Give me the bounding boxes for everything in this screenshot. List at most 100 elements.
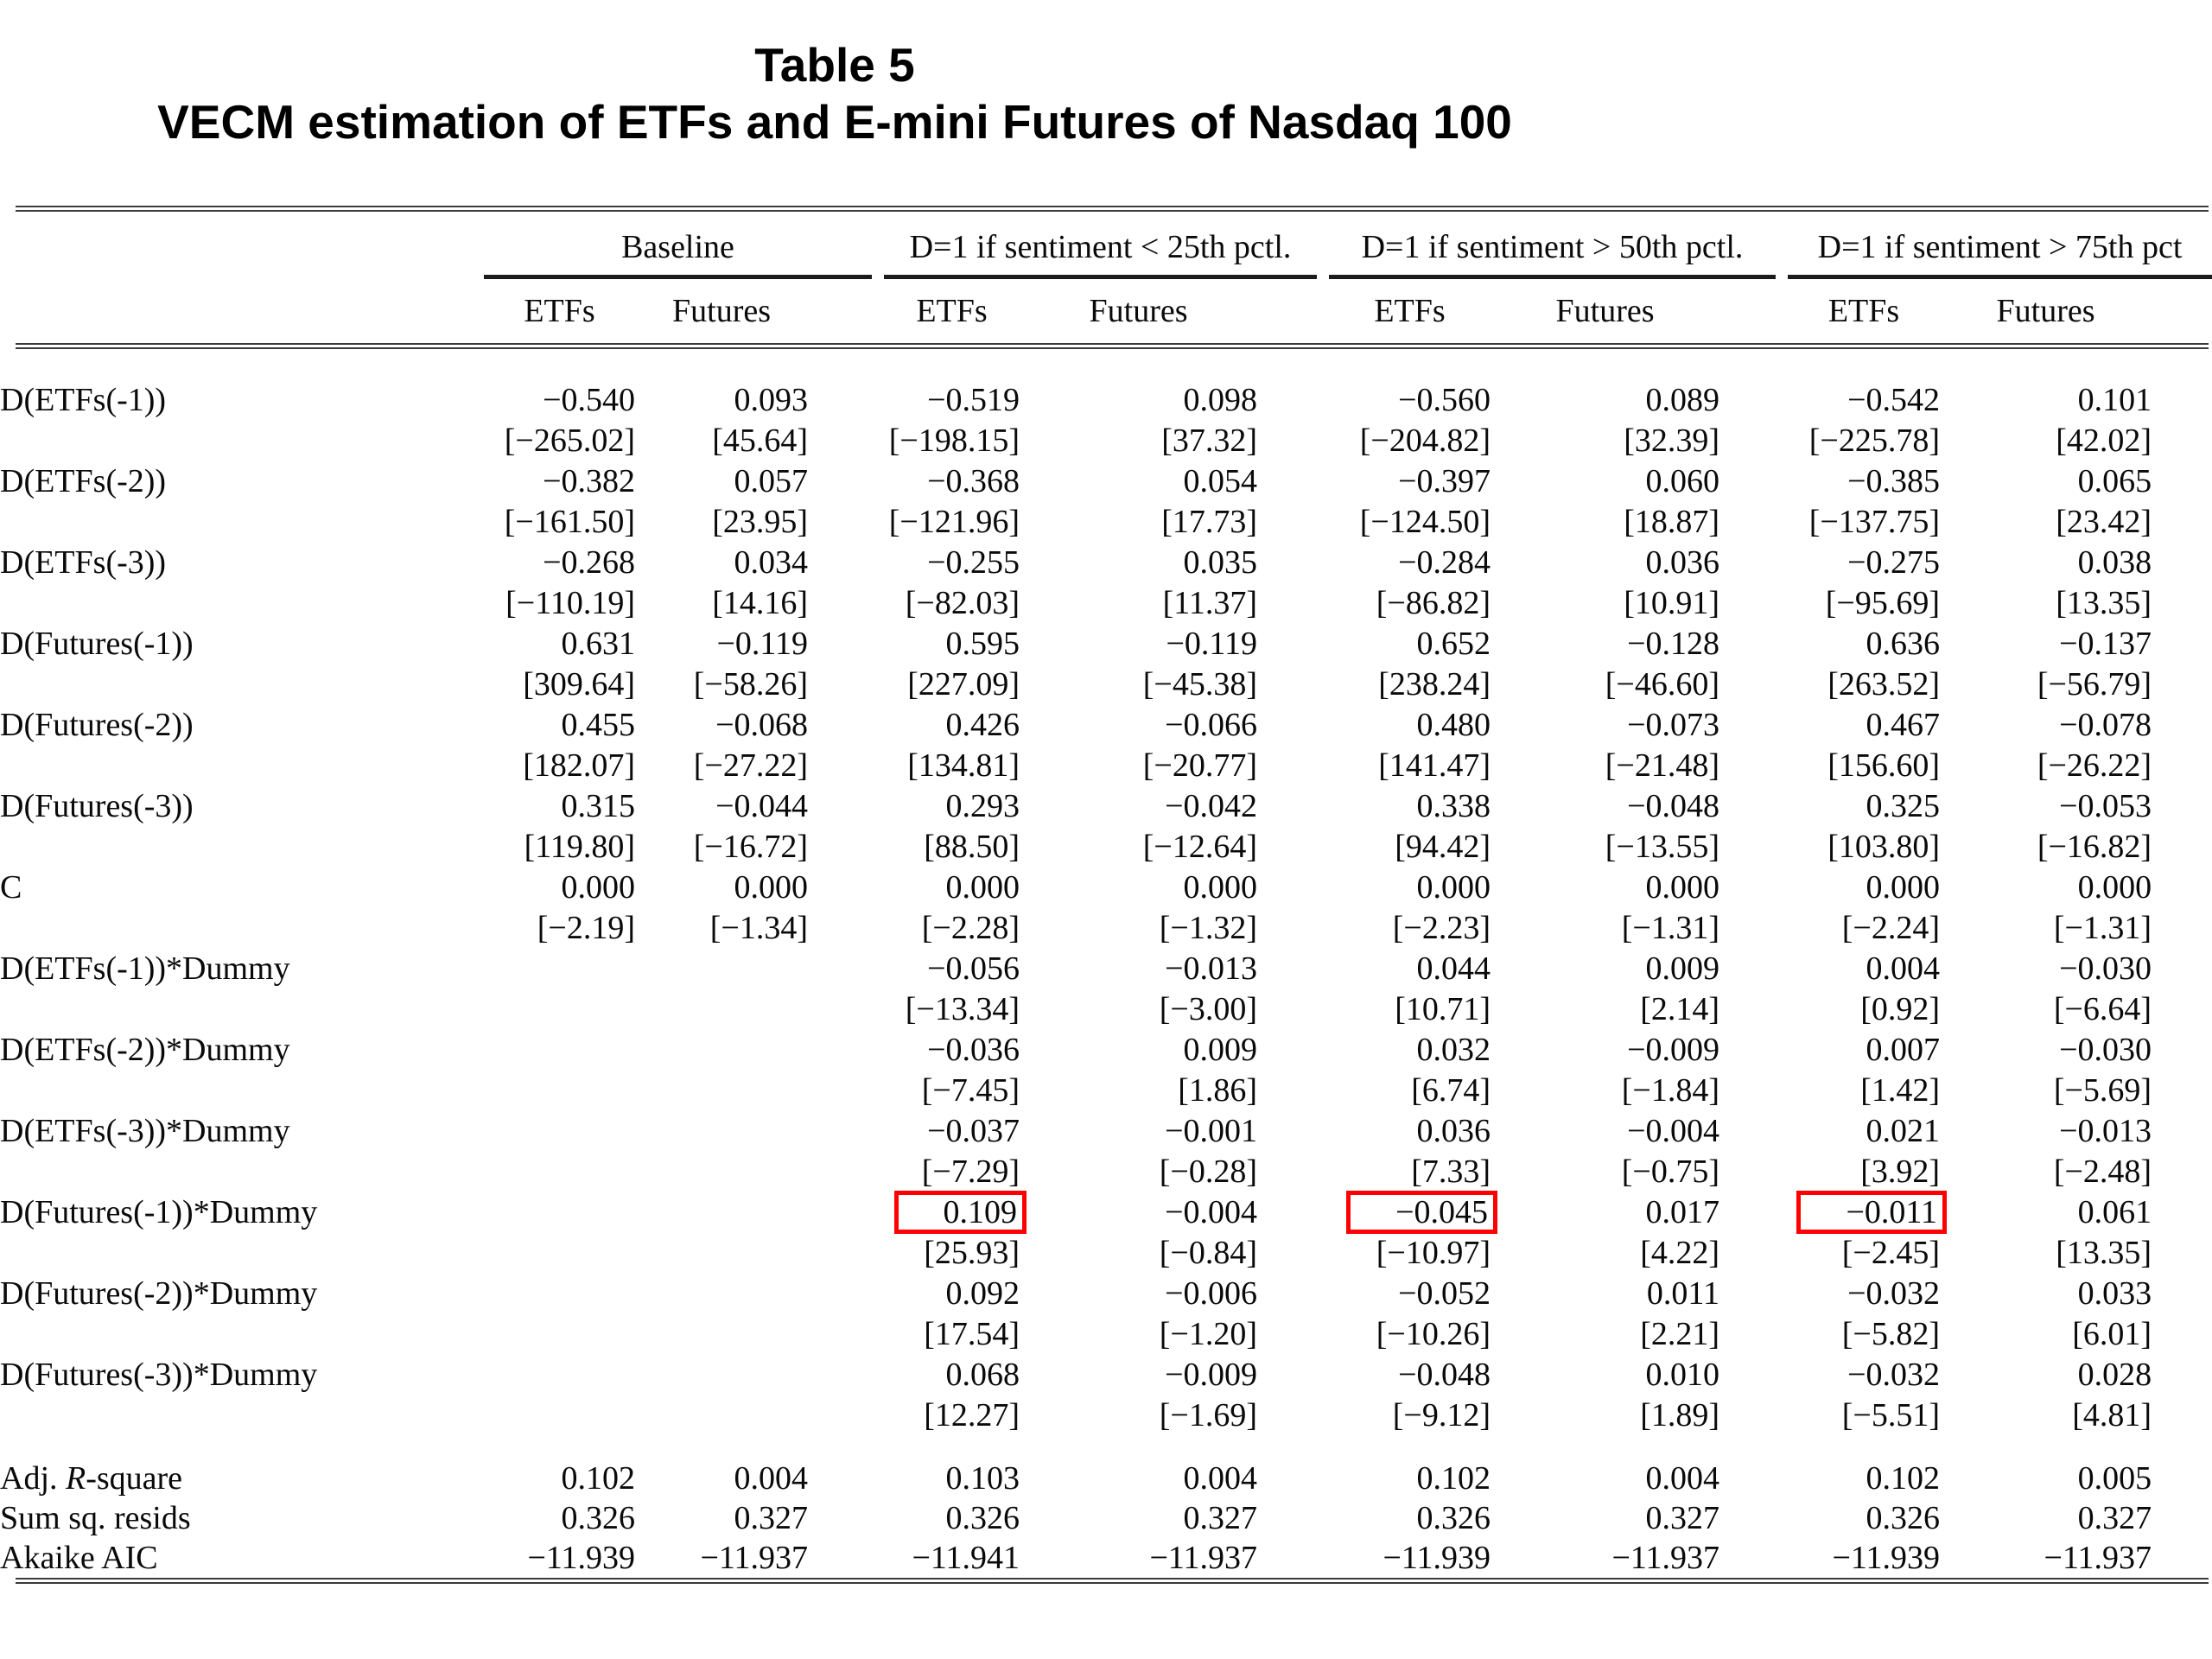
tstat-cell: [−13.55] [1605, 829, 1719, 865]
coef-row: D(ETFs(-3)) −0.268 0.034 −0.255 0.035 −0.284 0… [0, 543, 2212, 583]
stat-cell: −11.937 [2044, 1540, 2152, 1576]
group-header-row: Baseline D=1 if sentiment < 25th pctl. D… [0, 212, 2212, 279]
col-header-50th-etfs: ETFs [1374, 293, 1446, 329]
tstat-cell: [−161.50] [504, 504, 635, 540]
tstat-cell: [−2.19] [537, 910, 635, 946]
tstat-cell: [14.16] [712, 585, 808, 621]
tstat-cell: [−110.19] [505, 585, 635, 621]
tstat-row: [12.27] [−1.69] [−9.12] [1.89] [−5.51] [4.81] [0, 1395, 2212, 1436]
tstat-cell [635, 1071, 884, 1111]
row-label-empty [0, 1314, 484, 1355]
coef-cell: 0.467 [1866, 707, 1941, 743]
tstat-cell: [−13.34] [905, 991, 1020, 1027]
coef-cell [484, 1111, 635, 1152]
coef-cell: −0.032 [1847, 1275, 1940, 1312]
tstat-cell: [−27.22] [693, 747, 808, 784]
coef-cell: 0.044 [1416, 950, 1491, 987]
tstat-cell: [−10.97] [1376, 1235, 1491, 1271]
coef-cell: −0.066 [1165, 707, 1257, 743]
coef-cell: 0.000 [1866, 869, 1941, 906]
tstat-cell: [37.32] [1161, 423, 1257, 459]
tstat-cell: [−121.96] [888, 504, 1020, 540]
row-label: D(ETFs(-2))*Dummy [0, 1032, 290, 1068]
tstat-row: [−13.34] [−3.00] [10.71] [2.14] [0.92] [−6.64… [0, 989, 2212, 1030]
col-header-baseline-futures: Futures [672, 293, 771, 329]
tstat-row: [309.64] [−58.26] [227.09] [−45.38] [238.24]… [0, 664, 2212, 705]
coef-cell: −0.382 [543, 463, 635, 499]
coef-cell: −0.560 [1398, 382, 1491, 418]
row-label: D(ETFs(-3)) [0, 544, 167, 581]
tstat-cell: [−204.82] [1359, 423, 1491, 459]
coef-cell: −0.036 [927, 1032, 1020, 1068]
coef-row: D(Futures(-3))*Dummy 0.068 −0.009 −0.048 0.0… [0, 1355, 2212, 1395]
coef-cell: 0.054 [1183, 463, 1258, 499]
statistics-rows: Adj. R-square 0.102 0.004 0.103 0.004 0.102 0.… [0, 1459, 2212, 1578]
tstat-cell: [−6.64] [2053, 991, 2152, 1027]
tstat-cell: [23.42] [2056, 504, 2152, 540]
row-label-empty [0, 1071, 484, 1111]
coef-row: D(ETFs(-3))*Dummy −0.037 −0.001 0.036 −0.004… [0, 1111, 2212, 1152]
tstat-cell: [0.92] [1860, 991, 1940, 1027]
row-label: D(ETFs(-1)) [0, 382, 167, 418]
tstat-cell [484, 1233, 635, 1274]
coef-cell [635, 1030, 884, 1071]
coef-cell: −0.073 [1627, 707, 1719, 743]
stat-cell: 0.327 [2077, 1500, 2152, 1536]
tstat-cell: [−2.24] [1841, 910, 1940, 946]
coef-cell: −0.009 [1627, 1032, 1719, 1068]
col-header-50th-futures: Futures [1555, 293, 1655, 329]
coef-cell: 0.480 [1416, 707, 1491, 743]
highlight-box: 0.109 [893, 1191, 1027, 1234]
tstat-cell: [141.47] [1378, 747, 1491, 784]
coef-cell: −0.045 [1329, 1191, 1497, 1234]
coef-row: D(Futures(-1))*Dummy 0.109 −0.004 −0.045 0.0… [0, 1191, 2212, 1234]
tstat-cell: [−16.72] [693, 829, 808, 865]
row-label: D(Futures(-1))*Dummy [0, 1194, 318, 1230]
tstat-row: [−7.29] [−0.28] [7.33] [−0.75] [3.92] [−2.48] [0, 1152, 2212, 1192]
tstat-cell: [119.80] [524, 829, 635, 865]
highlight-box: −0.045 [1346, 1191, 1497, 1234]
coef-cell: 0.000 [1645, 869, 1720, 906]
coef-cell: 0.631 [561, 626, 636, 662]
row-label-empty [0, 908, 484, 949]
tstat-cell: [−5.69] [2053, 1072, 2152, 1109]
row-label: D(ETFs(-2)) [0, 463, 167, 499]
tstat-row: [−265.02] [45.64] [−198.15] [37.32] [−204.82… [0, 421, 2212, 461]
tstat-cell: [227.09] [907, 666, 1020, 702]
tstat-cell: [11.37] [1162, 585, 1257, 621]
tstat-cell: [88.50] [924, 829, 1020, 865]
stat-cell: 0.103 [945, 1460, 1020, 1497]
coef-row: D(Futures(-3)) 0.315 −0.044 0.293 −0.042 0.33… [0, 786, 2212, 827]
row-label-empty [0, 421, 484, 461]
coef-cell: 0.595 [945, 626, 1020, 662]
coef-cell: 0.315 [561, 788, 636, 824]
coef-cell [635, 1274, 884, 1314]
stat-cell: 0.326 [1866, 1500, 1941, 1536]
coef-cell: 0.011 [1646, 1275, 1719, 1312]
tstat-cell: [−1.34] [709, 910, 808, 946]
coef-cell: −0.053 [2059, 788, 2152, 824]
tstat-cell: [1.89] [1640, 1397, 1719, 1433]
coef-cell: 0.101 [2077, 382, 2152, 418]
tstat-cell: [−56.79] [2037, 666, 2152, 702]
tstat-cell [635, 989, 884, 1030]
tstat-cell: [−2.48] [2053, 1154, 2152, 1190]
tstat-cell [484, 1152, 635, 1192]
group-header-50th-pctl: D=1 if sentiment > 50th pctl. [1329, 212, 1788, 279]
bottom-rule [16, 1578, 2209, 1584]
table-caption: VECM estimation of ETFs and E-mini Futur… [157, 95, 1512, 149]
group-label: D=1 if sentiment > 50th pctl. [1361, 229, 1744, 265]
coef-cell: −0.119 [716, 626, 808, 662]
subheader-empty [0, 279, 484, 343]
tstat-cell: [1.42] [1860, 1072, 1940, 1109]
tstat-row: [−7.45] [1.86] [6.74] [−1.84] [1.42] [−5.69] [0, 1071, 2212, 1111]
tstat-cell [484, 1395, 635, 1436]
stat-cell: 0.326 [1416, 1500, 1491, 1536]
coef-cell: 0.109 [884, 1191, 1027, 1234]
stat-cell: 0.004 [1183, 1460, 1258, 1497]
tstat-cell: [−0.75] [1621, 1154, 1719, 1190]
coef-cell: −0.255 [927, 544, 1020, 581]
coef-cell: −0.137 [2059, 626, 2152, 662]
top-rule-row [0, 206, 2212, 212]
coef-row: D(Futures(-2))*Dummy 0.092 −0.006 −0.052 0.0… [0, 1274, 2212, 1314]
